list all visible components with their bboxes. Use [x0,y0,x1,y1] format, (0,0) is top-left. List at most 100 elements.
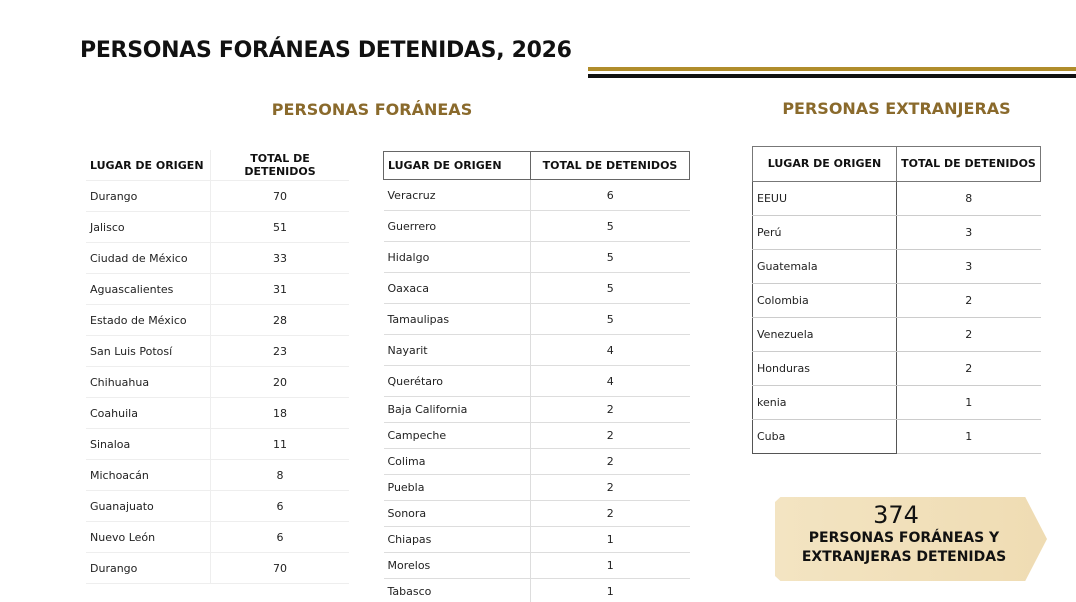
origin: Chihuahua [86,366,211,398]
table: LUGAR DE ORIGEN TOTAL DE DETENIDOS EEUU 8 Pe… [752,146,1041,454]
origin: Querétaro [383,365,531,397]
detainee-count: 28 [210,304,349,336]
detainee-count: 1 [530,578,690,602]
detainee-count: 2 [530,474,690,501]
table-row: Querétaro 4 [383,365,690,397]
table-row: Veracruz 6 [383,179,690,211]
gold-rule [588,67,1076,71]
section-heading: PERSONAS FORÁNEAS [271,100,473,119]
origin: Campeche [383,422,531,449]
column-header: TOTAL DE DETENIDOS [896,146,1041,182]
origin: Nayarit [383,334,531,366]
table-row: Guerrero 5 [383,210,690,242]
origin: Sinaloa [86,428,211,460]
summary-total: 374 [873,501,919,529]
header-row: LUGAR DE ORIGEN TOTAL DE DETENIDOS [752,146,1041,182]
origin: Tabasco [383,578,531,602]
column-header: LUGAR DE ORIGEN [752,146,897,182]
origin: Guerrero [383,210,531,242]
detainee-count: 8 [210,459,349,491]
origin: EEUU [752,181,897,216]
origin: Durango [86,552,211,584]
detainee-count: 2 [896,283,1041,318]
detainee-count: 3 [896,249,1041,284]
header-row: LUGAR DE ORIGEN TOTAL DE DETENIDOS [86,150,349,181]
detainee-count: 70 [210,552,349,584]
table-row: Campeche 2 [383,422,690,449]
column-header: TOTAL DE DETENIDOS [210,150,349,181]
detainee-count: 51 [210,211,349,243]
summary-badge: 374 PERSONAS FORÁNEAS Y EXTRANJERAS DETE… [775,497,1047,581]
origin: San Luis Potosí [86,335,211,367]
origin: Michoacán [86,459,211,491]
table-row: kenia 1 [752,385,1041,420]
table-row: Jalisco 51 [86,211,349,243]
detainee-count: 1 [530,526,690,553]
detainee-count: 18 [210,397,349,429]
origin: Hidalgo [383,241,531,273]
origin: Chiapas [383,526,531,553]
origin: Durango [86,180,211,212]
table-row: Coahuila 18 [86,397,349,429]
table-row: Perú 3 [752,215,1041,250]
table-row: EEUU 8 [752,181,1041,216]
detainee-count: 33 [210,242,349,274]
table-row: Estado de México 28 [86,304,349,336]
origin: Cuba [752,419,897,454]
table-row: Colima 2 [383,448,690,475]
table-row: Michoacán 8 [86,459,349,491]
detainee-count: 8 [896,181,1041,216]
table-row: Oaxaca 5 [383,272,690,304]
origin: Guatemala [752,249,897,284]
origin: Ciudad de México [86,242,211,274]
detainee-count: 1 [896,419,1041,454]
table-row: Morelos 1 [383,552,690,579]
summary-text: PERSONAS FORÁNEAS Y [808,530,1000,546]
table-row: Sonora 2 [383,500,690,527]
origin: Guanajuato [86,490,211,522]
origin: Nuevo León [86,521,211,553]
origin: Morelos [383,552,531,579]
table-row: Guatemala 3 [752,249,1041,284]
detainee-count: 5 [530,210,690,242]
origin: kenia [752,385,897,420]
table-row: Chihuahua 20 [86,366,349,398]
detainee-count: 5 [530,272,690,304]
origin: Oaxaca [383,272,531,304]
detainee-count: 23 [210,335,349,367]
column-header: LUGAR DE ORIGEN [86,150,211,181]
table-row: Cuba 1 [752,419,1041,454]
origin: Baja California [383,396,531,423]
detainee-count: 2 [530,500,690,527]
detainee-count: 4 [530,334,690,366]
origin: Honduras [752,351,897,386]
origin: Tamaulipas [383,303,531,335]
table-row: Nayarit 4 [383,334,690,366]
table-row: Nuevo León 6 [86,521,349,553]
table-row: Guanajuato 6 [86,490,349,522]
detainee-count: 1 [896,385,1041,420]
detainee-count: 2 [530,396,690,423]
table: LUGAR DE ORIGEN TOTAL DE DETENIDOS Durango… [86,150,349,584]
detainee-count: 3 [896,215,1041,250]
origin: Veracruz [383,179,531,211]
detainee-count: 4 [530,365,690,397]
table-row: Aguascalientes 31 [86,273,349,305]
detainee-count: 5 [530,303,690,335]
detainee-count: 2 [530,448,690,475]
table-row: Durango 70 [86,552,349,584]
table-row: Colombia 2 [752,283,1041,318]
table-row: Sinaloa 11 [86,428,349,460]
table-row: Ciudad de México 33 [86,242,349,274]
detainee-count: 6 [210,490,349,522]
column-header: LUGAR DE ORIGEN [383,151,531,180]
table-row: Durango 70 [86,180,349,212]
table: LUGAR DE ORIGEN TOTAL DE DETENIDOS Veracru… [383,151,690,602]
detainee-count: 2 [530,422,690,449]
black-rule [588,74,1076,78]
column-header: TOTAL DE DETENIDOS [530,151,690,180]
origin: Perú [752,215,897,250]
detainee-count: 1 [530,552,690,579]
table-row: Tamaulipas 5 [383,303,690,335]
